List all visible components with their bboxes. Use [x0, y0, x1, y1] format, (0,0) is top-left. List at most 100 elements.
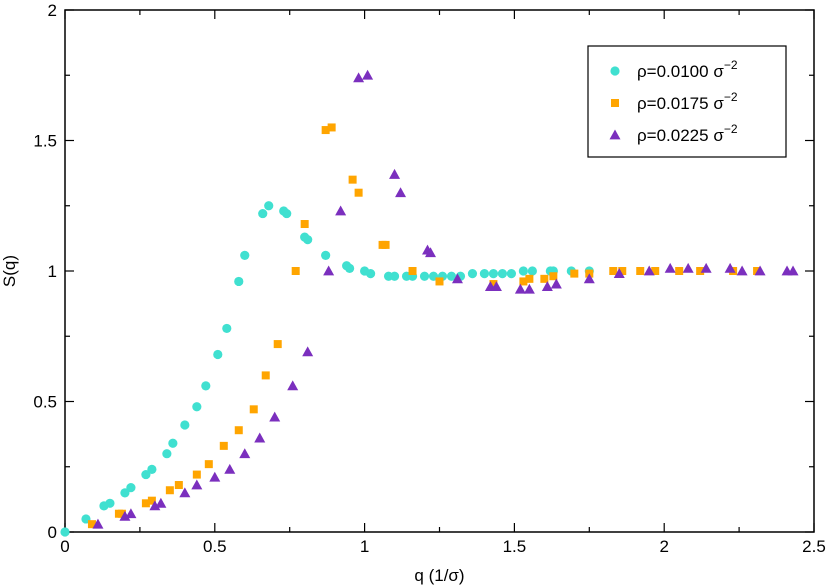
data-point-triangle [664, 262, 676, 273]
data-point-square [525, 274, 534, 283]
data-point-triangle [155, 497, 167, 508]
data-point-circle [162, 449, 172, 459]
data-point-circle [126, 483, 136, 493]
series-2 [87, 123, 762, 529]
data-point-square [261, 371, 270, 380]
legend-entry-1: ρ=0.0100 σ−2 [610, 58, 738, 81]
data-point-triangle [353, 72, 365, 83]
data-point-circle [213, 349, 223, 360]
data-point-circle [120, 488, 130, 498]
data-point-triangle [179, 487, 191, 498]
x-tick-label: 2.5 [802, 537, 826, 556]
data-point-circle [282, 208, 292, 219]
data-point-circle [180, 420, 190, 430]
data-point-square [300, 220, 309, 229]
data-point-square [141, 499, 150, 508]
legend-label: ρ=0.0225 σ−2 [637, 122, 738, 145]
data-point-triangle [583, 273, 595, 284]
data-point-square [174, 481, 183, 490]
data-point-circle [518, 266, 528, 276]
data-point-circle [446, 271, 457, 281]
data-point-square [408, 267, 417, 275]
x-tick-label: 0 [60, 537, 69, 556]
x-axis-label: q (1/σ) [414, 566, 464, 585]
data-point-triangle [149, 500, 161, 511]
data-point-circle [105, 498, 115, 508]
y-tick-label: 0 [48, 523, 57, 542]
data-point-square [234, 426, 243, 435]
data-point-square [435, 277, 444, 286]
data-point-triangle [125, 508, 137, 519]
data-point-triangle [239, 448, 251, 459]
data-point-triangle [209, 471, 221, 482]
data-point-circle [345, 263, 355, 273]
data-point-square [192, 470, 201, 479]
data-point-circle [321, 250, 331, 260]
data-point-square [165, 486, 174, 495]
data-point-triangle [224, 463, 236, 474]
data-point-circle [141, 469, 151, 480]
y-tick-label: 0.5 [33, 393, 57, 412]
data-point-triangle [541, 281, 553, 292]
data-point-circle [419, 271, 430, 281]
data-point-square [327, 123, 336, 132]
y-tick-label: 1 [48, 262, 57, 281]
data-point-triangle [550, 278, 562, 289]
x-tick-label: 0.5 [203, 537, 227, 556]
data-point-triangle [425, 247, 437, 258]
data-point-triangle [514, 283, 526, 294]
data-point-circle [506, 269, 517, 279]
data-point-square [219, 441, 228, 450]
data-point-square [609, 267, 618, 275]
data-point-circle [168, 438, 178, 448]
data-point-square [636, 267, 645, 275]
data-point-square [540, 274, 549, 283]
data-point-triangle [191, 479, 203, 490]
data-point-triangle [700, 262, 712, 273]
data-point-triangle [362, 69, 374, 80]
data-point-triangle [395, 187, 407, 198]
data-point-circle [201, 381, 211, 391]
data-point-circle [527, 266, 537, 276]
data-point-square [147, 496, 156, 505]
data-point-square [618, 267, 627, 275]
data-point-square [321, 126, 330, 135]
legend-entry-2: ρ=0.0175 σ−2 [611, 90, 738, 113]
data-point-square [249, 405, 258, 414]
y-tick-label: 1.5 [33, 132, 57, 151]
data-point-square [117, 509, 126, 518]
data-point-square [696, 267, 705, 275]
data-point-circle [147, 464, 157, 474]
x-tick-label: 1.5 [503, 537, 527, 556]
legend-marker-triangle [609, 129, 621, 140]
axis-ticks: 0 0.5 1 1.5 2 2.5 0 0.5 1 1.5 2 [33, 1, 825, 556]
series-1 [60, 201, 594, 537]
data-point-triangle [754, 265, 766, 276]
data-points [60, 69, 799, 537]
data-point-circle [192, 402, 202, 412]
data-point-circle [467, 269, 478, 279]
data-point-square [204, 460, 213, 469]
data-point-circle [258, 208, 268, 219]
data-point-circle [303, 235, 313, 245]
data-point-square [273, 340, 282, 349]
series-3 [92, 69, 799, 529]
data-point-circle [488, 269, 499, 279]
data-point-circle [222, 323, 232, 334]
legend-marker-square [611, 99, 619, 107]
data-point-square [87, 520, 96, 529]
data-point-square [291, 267, 300, 275]
data-point-triangle [254, 432, 266, 443]
data-point-triangle [736, 265, 748, 276]
data-point-square [570, 269, 579, 278]
data-point-triangle [335, 205, 347, 216]
y-axis-label: S(q) [0, 255, 19, 287]
data-point-circle [497, 269, 508, 279]
data-point-square [354, 188, 363, 197]
data-point-triangle [523, 283, 535, 294]
data-point-square [348, 175, 357, 184]
legend-marker-circle [610, 66, 620, 76]
data-point-triangle [287, 380, 299, 391]
data-point-circle [60, 527, 70, 537]
